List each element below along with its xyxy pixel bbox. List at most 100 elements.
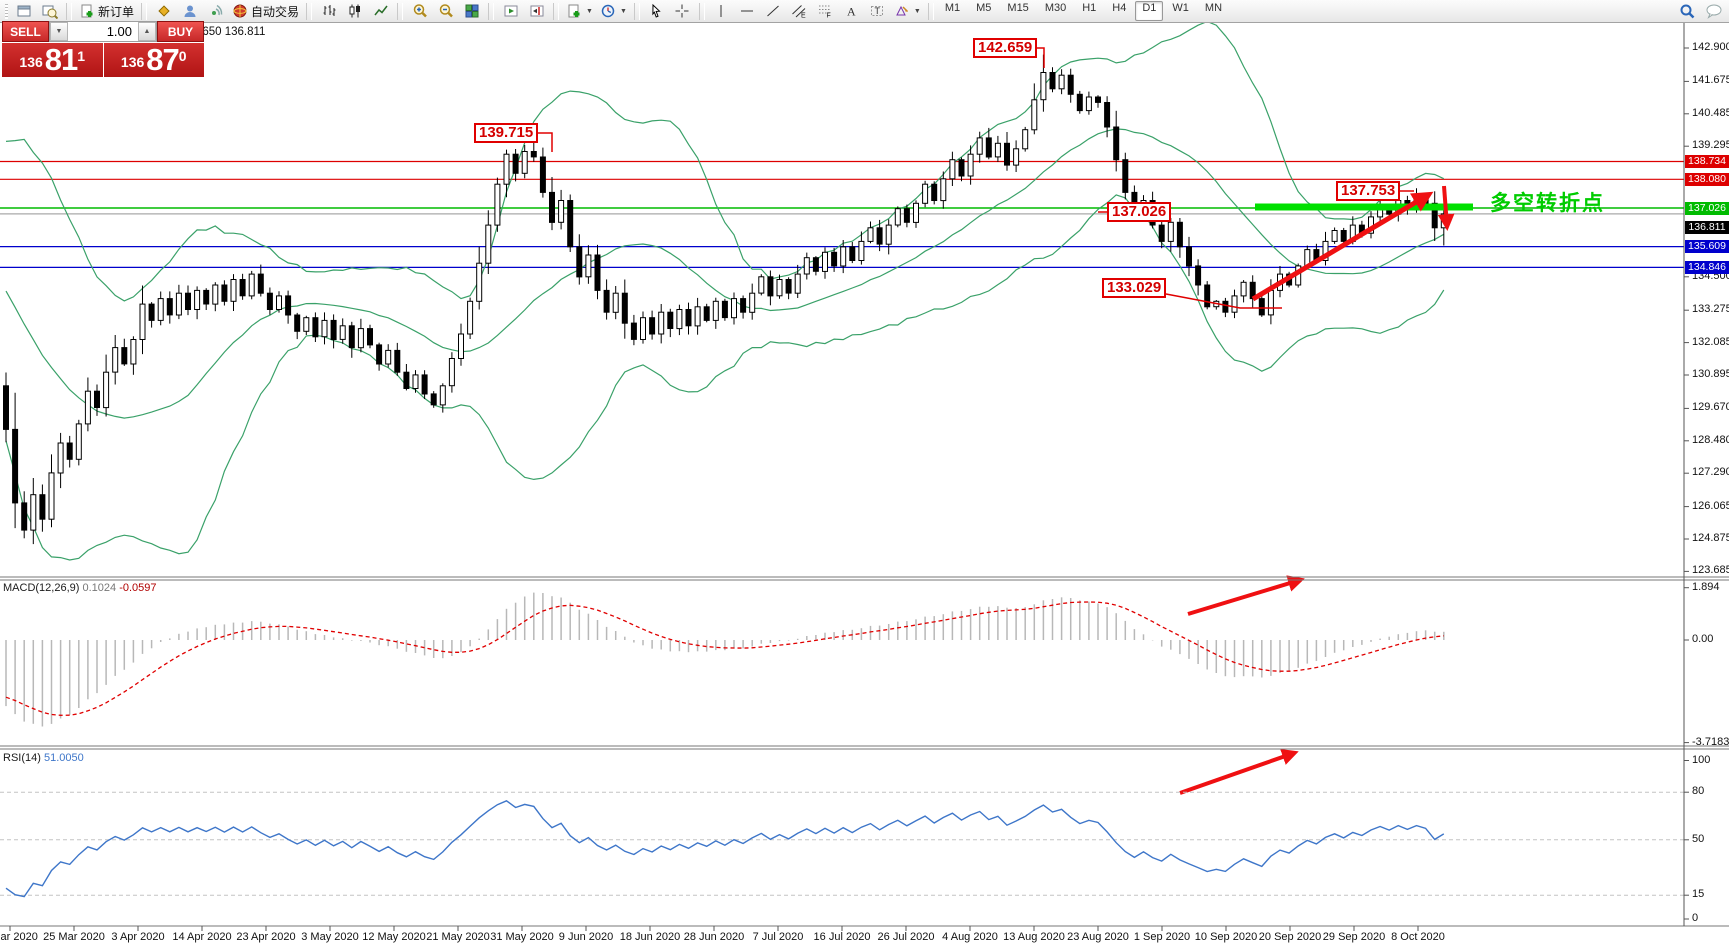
timeframe-button-m15[interactable]: M15 xyxy=(1007,2,1029,14)
bar-chart-mode-icon[interactable] xyxy=(316,1,341,22)
timeframe-button-h4[interactable]: H4 xyxy=(1112,2,1127,14)
volume-increase-button[interactable]: ▲ xyxy=(138,22,156,41)
date-axis-label: 5 Mar 2020 xyxy=(0,931,38,943)
rsi-panel xyxy=(0,791,1684,898)
volume-input[interactable]: 1.00 xyxy=(68,22,138,41)
community-icon[interactable] xyxy=(177,1,202,22)
timeframe-clock-icon[interactable]: ▼ xyxy=(597,1,630,22)
chart-canvas[interactable]: 多空转折点 xyxy=(0,23,1729,948)
horizontal-line-tool-icon[interactable] xyxy=(735,1,760,22)
line-chart-mode-icon[interactable] xyxy=(368,1,393,22)
chart-window-icon[interactable] xyxy=(11,1,36,22)
add-indicator-icon[interactable]: ▼ xyxy=(563,1,596,22)
level-price-tag: 138.734 xyxy=(1685,155,1729,168)
chevron-down-icon: ▼ xyxy=(586,7,593,15)
sell-button[interactable]: SELL xyxy=(2,21,49,42)
price-annotation-label[interactable]: 133.029 xyxy=(1102,278,1167,298)
level-price-tag: 135.609 xyxy=(1685,240,1729,253)
shapes-tool-icon[interactable]: ▼ xyxy=(891,1,924,22)
vertical-line-tool-icon[interactable] xyxy=(709,1,734,22)
level-price-tag: 138.080 xyxy=(1685,173,1729,186)
price-axis-tick: 124.875 xyxy=(1692,532,1729,544)
timeframe-button-mn[interactable]: MN xyxy=(1204,2,1223,14)
text-tool-icon[interactable]: A xyxy=(839,1,864,22)
date-axis-label: 13 Aug 2020 xyxy=(1003,931,1065,943)
new-order-label: 新订单 xyxy=(98,4,135,19)
chat-icon[interactable] xyxy=(1701,1,1726,22)
timeframe-button-m30[interactable]: M30 xyxy=(1044,2,1067,14)
timeframe-button-d1[interactable]: D1 xyxy=(1135,1,1164,21)
one-click-trading-panel: SELL ▼ 1.00 ▲ BUY 136 81 1 136 87 0 xyxy=(2,21,204,77)
macd-panel xyxy=(5,592,1445,727)
bollinger-bands xyxy=(5,23,1445,561)
sell-price-pip: 1 xyxy=(77,48,86,64)
label-tool-icon[interactable]: T xyxy=(865,1,890,22)
zoom-out-icon[interactable] xyxy=(433,1,458,22)
trend-arrow-0[interactable] xyxy=(1251,191,1434,302)
rsi-value: 51.0050 xyxy=(43,752,84,764)
price-annotation-label[interactable]: 142.659 xyxy=(973,38,1038,58)
timeframe-button-m5[interactable]: M5 xyxy=(976,2,992,14)
cursor-icon[interactable] xyxy=(644,1,669,22)
trend-arrow-3[interactable] xyxy=(1179,748,1299,795)
timeframe-button-m1[interactable]: M1 xyxy=(944,2,961,14)
date-axis-label: 20 Sep 2020 xyxy=(1258,931,1322,943)
equidistant-channel-icon[interactable]: E xyxy=(787,1,812,22)
price-annotation-label[interactable]: 139.715 xyxy=(474,123,539,143)
auto-trading-label: 自动交易 xyxy=(251,4,300,19)
toolbar-separator xyxy=(141,2,148,20)
bollinger-upper-band xyxy=(5,23,1445,302)
trend-arrow-2[interactable] xyxy=(1187,575,1305,616)
auto-trading-button[interactable]: 自动交易 xyxy=(229,1,302,22)
price-axis-tick: 132.085 xyxy=(1692,336,1729,348)
signals-icon[interactable] xyxy=(203,1,228,22)
date-axis-label: 3 May 2020 xyxy=(301,931,359,943)
trend-arrow-1[interactable] xyxy=(1437,185,1455,232)
chart-shift-icon[interactable] xyxy=(524,1,549,22)
rsi-axis-tick: 50 xyxy=(1692,833,1705,845)
buy-button[interactable]: BUY xyxy=(157,21,204,42)
rsi-indicator-label: RSI(14) 51.0050 xyxy=(3,752,84,764)
chevron-down-icon: ▼ xyxy=(913,7,921,15)
candlestick-mode-icon[interactable] xyxy=(342,1,367,22)
price-annotation-label[interactable]: 137.026 xyxy=(1107,202,1172,222)
crosshair-icon[interactable] xyxy=(670,1,695,22)
toolbar-separator xyxy=(633,2,640,20)
package-icon[interactable] xyxy=(151,1,176,22)
fibonacci-tool-icon[interactable]: F xyxy=(813,1,838,22)
toolbar-grip xyxy=(5,3,8,19)
chart-area[interactable]: GBPJPY-,Daily 136.405 137.311 135.650 13… xyxy=(0,23,1729,948)
new-order-button[interactable]: 新订单 xyxy=(76,1,137,22)
volume-decrease-button[interactable]: ▼ xyxy=(50,22,68,41)
timeframe-button-h1[interactable]: H1 xyxy=(1082,2,1097,14)
date-axis-label: 26 Jul 2020 xyxy=(877,931,935,943)
price-axis-tick: 129.670 xyxy=(1692,401,1729,413)
trendline-tool-icon[interactable] xyxy=(761,1,786,22)
date-axis-label: 31 May 2020 xyxy=(490,931,554,943)
timeframe-button-w1[interactable]: W1 xyxy=(1172,2,1189,14)
buy-price-pip: 0 xyxy=(178,48,187,64)
price-annotation-label[interactable]: 137.753 xyxy=(1336,181,1401,201)
zoom-in-icon[interactable] xyxy=(407,1,432,22)
main-toolbar: 新订单 自动交易 ▼ ▼ E F A T ▼ M1 M5 M15 M30 H1 H4 D1 W… xyxy=(0,0,1729,23)
drawn-objects[interactable]: 多空转折点 xyxy=(538,47,1605,795)
macd-axis-tick: 0.00 xyxy=(1692,633,1714,645)
tile-windows-icon[interactable] xyxy=(459,1,484,22)
search-icon[interactable] xyxy=(1675,1,1700,22)
annotation-connector xyxy=(1165,293,1282,309)
chart-profile-icon[interactable] xyxy=(37,1,62,22)
price-axis-tick: 127.290 xyxy=(1692,466,1729,478)
annotation-connector xyxy=(538,132,553,152)
date-axis-label: 23 Apr 2020 xyxy=(236,931,296,943)
bollinger-middle-band xyxy=(5,128,1445,419)
buy-price-main: 87 xyxy=(146,42,179,77)
sell-price-main: 81 xyxy=(44,42,78,77)
rsi-axis-tick: 15 xyxy=(1692,888,1705,900)
buy-price[interactable]: 136 87 0 xyxy=(103,42,204,77)
date-axis-label: 16 Jul 2020 xyxy=(813,931,871,943)
sell-price[interactable]: 136 81 1 xyxy=(2,43,103,77)
date-axis-label: 29 Sep 2020 xyxy=(1322,931,1386,943)
auto-scroll-icon[interactable] xyxy=(498,1,523,22)
chinese-annotation-text[interactable]: 多空转折点 xyxy=(1490,191,1605,215)
volume-stepper: ▼ 1.00 ▲ xyxy=(49,21,157,42)
